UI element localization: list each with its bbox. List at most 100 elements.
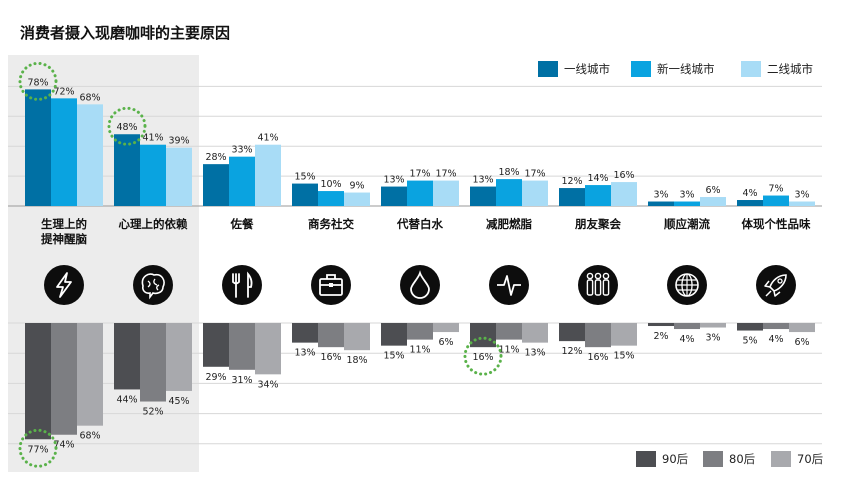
highlight-ring	[18, 428, 58, 468]
lightning-icon	[44, 265, 84, 305]
person-head	[594, 272, 602, 280]
bottom-bar	[496, 323, 522, 340]
category-label: 体现个性品味	[742, 217, 811, 231]
top-bar	[344, 192, 370, 206]
category-label: 心理上的依赖	[119, 217, 188, 231]
bottom-bar	[433, 323, 459, 333]
heartbeat-icon	[489, 265, 529, 305]
bottom-bar-value-label: 31%	[231, 375, 252, 386]
category-label: 生理上的	[41, 217, 87, 231]
bottom-bar-value-label: 11%	[498, 345, 519, 356]
top-legend-label: 二线城市	[767, 62, 813, 76]
cutlery-icon	[222, 265, 262, 305]
rocket-window	[777, 278, 783, 284]
top-bar-value-label: 41%	[257, 133, 278, 144]
bottom-bar	[344, 323, 370, 351]
bottom-bar	[585, 323, 611, 348]
globe-lines	[676, 274, 698, 296]
briefcase-icon	[311, 265, 351, 305]
top-bar-value-label: 7%	[768, 184, 783, 195]
top-bar-value-label: 48%	[116, 122, 137, 133]
top-bar	[77, 104, 103, 206]
bottom-bar-value-label: 12%	[561, 346, 582, 357]
top-bar-value-label: 13%	[472, 175, 493, 186]
bottom-bar-value-label: 3%	[705, 333, 720, 344]
top-bar-value-label: 3%	[794, 190, 809, 201]
icon-disc	[44, 265, 84, 305]
top-bar-value-label: 41%	[142, 133, 163, 144]
bottom-legend-swatch	[771, 451, 791, 467]
top-bar-value-label: 14%	[587, 173, 608, 184]
top-bar	[114, 134, 140, 206]
top-bar	[674, 201, 700, 206]
bottom-bar	[166, 323, 192, 391]
bottom-bar	[25, 323, 51, 440]
category-label: 商务社交	[308, 217, 354, 231]
bottom-bar	[700, 323, 726, 328]
bottom-bar	[77, 323, 103, 426]
bottom-bar-value-label: 6%	[438, 337, 453, 348]
rocket-body	[769, 274, 787, 292]
person-body	[586, 279, 594, 296]
top-bar	[166, 147, 192, 206]
bottom-bar	[763, 323, 789, 330]
bottom-legend: 90后 80后 70后	[636, 451, 823, 467]
brain-icon	[133, 265, 173, 305]
bottom-bars: 77% 44% 29% 13% 15% 16% 12% 2% 5% 74% 52% 31% 16% 11%…	[25, 323, 815, 455]
bottom-bar-value-label: 15%	[613, 351, 634, 362]
brain-folds	[147, 278, 160, 291]
bottom-bar	[611, 323, 637, 346]
brain-outline	[141, 273, 165, 300]
globe-icon	[667, 265, 707, 305]
top-legend-label: 一线城市	[564, 62, 610, 76]
top-bar-value-label: 33%	[231, 145, 252, 156]
top-bar-value-label: 3%	[653, 190, 668, 201]
bottom-legend-swatch	[703, 451, 723, 467]
top-bar-value-label: 6%	[705, 185, 720, 196]
top-bar	[763, 195, 789, 206]
top-bar	[522, 180, 548, 206]
bottom-bar	[674, 323, 700, 330]
bottom-bar-value-label: 52%	[142, 407, 163, 418]
bottom-legend-label: 70后	[797, 452, 823, 466]
category-label: 提神醒脑	[41, 232, 87, 246]
bottom-bar	[292, 323, 318, 343]
top-bar	[25, 89, 51, 206]
rocket-icon	[756, 265, 796, 305]
top-bar	[203, 164, 229, 206]
bottom-bar-value-label: 4%	[768, 334, 783, 345]
bottom-bar	[559, 323, 585, 342]
bottom-bar-value-label: 16%	[472, 352, 493, 363]
top-bar-value-label: 13%	[383, 175, 404, 186]
bottom-bar-value-label: 68%	[79, 431, 100, 442]
bottom-bar	[318, 323, 344, 348]
pulse-line	[497, 275, 521, 296]
briefcase-clasp	[329, 283, 333, 287]
category-label: 佐餐	[230, 217, 254, 231]
bottom-legend-label: 80后	[729, 452, 755, 466]
bottom-bar-value-label: 5%	[742, 336, 757, 347]
top-bar	[737, 200, 763, 206]
rocket-fins	[764, 280, 781, 297]
bottom-bar	[470, 323, 496, 348]
bottom-bar-value-label: 45%	[168, 396, 189, 407]
bottom-bar	[229, 323, 255, 370]
bottom-bar-value-label: 18%	[346, 355, 367, 366]
top-bar	[648, 201, 674, 206]
highlight-rings	[18, 61, 503, 468]
top-legend-swatch	[741, 61, 761, 77]
top-bar	[789, 201, 815, 206]
bottom-bar-value-label: 44%	[116, 394, 137, 405]
top-bar-value-label: 68%	[79, 92, 100, 103]
icon-disc	[133, 265, 173, 305]
bottom-bar-value-label: 13%	[294, 348, 315, 359]
top-bars: 78% 48% 28% 15% 13% 13% 12% 3% 4% 72% 41% 33% 10% 17%…	[25, 77, 815, 206]
top-bar	[255, 144, 281, 206]
bottom-bar	[522, 323, 548, 343]
top-bar-value-label: 17%	[409, 169, 430, 180]
bottom-bar	[114, 323, 140, 390]
chart-title: 消费者摄入现磨咖啡的主要原因	[20, 24, 230, 42]
top-bar-value-label: 39%	[168, 136, 189, 147]
person-head	[586, 272, 594, 280]
